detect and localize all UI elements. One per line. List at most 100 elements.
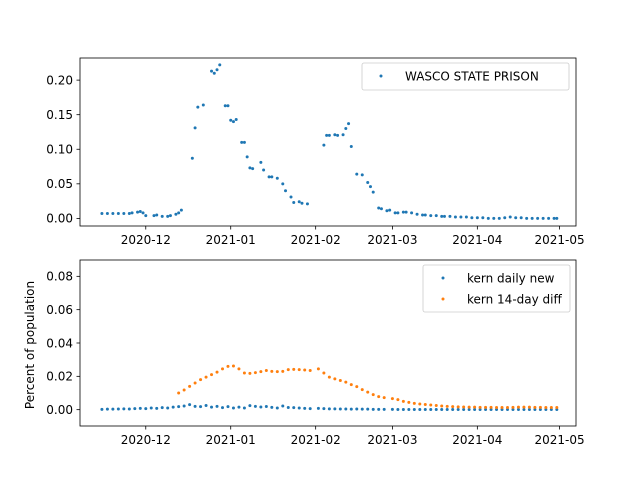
data-point [248,371,252,375]
data-point [270,369,274,373]
data-point [138,209,142,213]
legend-frame [361,62,570,91]
data-point [284,189,288,193]
data-point [344,407,348,411]
data-point [122,407,126,411]
data-point [133,407,137,411]
data-point [204,404,208,407]
data-point [453,215,457,219]
data-point [360,388,364,392]
data-point [366,180,370,184]
data-point [508,215,512,219]
y-tick-label: 0.10 [46,143,73,157]
data-point [300,201,304,205]
data-point [338,379,342,382]
data-point [264,405,268,408]
data-point [495,406,499,409]
data-point [292,200,296,204]
data-point [303,406,307,410]
data-point [489,405,493,409]
top-subplot-legend: WASCO STATE PRISON [361,62,570,91]
data-point [234,118,238,122]
y-tick-label: 0.06 [46,303,73,317]
data-point [160,406,164,410]
data-point [366,407,370,411]
data-point [478,408,482,411]
data-point [179,208,183,212]
x-tick-label: 2021-05 [534,233,584,247]
x-tick-label: 2021-01 [206,233,256,247]
data-point [270,405,274,409]
data-point [489,408,493,411]
data-point [377,395,381,399]
legend-marker-kern-14day [441,297,445,301]
data-point [333,377,337,381]
x-tick-label: 2021-04 [452,433,502,447]
data-point [349,407,353,411]
data-point [448,214,452,218]
data-point [116,407,120,411]
data-point [434,408,438,411]
data-point [547,216,551,220]
data-point [462,408,466,411]
y-tick-label: 0.20 [46,73,73,87]
data-point [418,402,422,406]
data-point [401,399,405,403]
data-point [412,408,416,411]
data-point [418,408,422,411]
data-point [388,208,392,212]
data-point [305,202,309,206]
data-point [360,173,364,177]
data-point [111,407,115,411]
data-point [407,408,411,411]
data-point [226,104,230,108]
data-point [486,216,490,220]
data-point [253,371,257,375]
data-point [344,127,348,131]
data-point [127,407,131,411]
data-point [188,403,192,407]
data-point [303,368,307,372]
data-point [177,405,181,409]
data-point [393,211,397,215]
y-tick-label: 0.00 [46,403,73,417]
x-tick-label: 2021-03 [367,433,417,447]
data-point [215,68,219,72]
data-point [522,405,526,409]
data-point [475,216,479,220]
data-point [327,133,331,137]
data-point [281,369,285,373]
data-point [538,405,542,409]
data-point [355,172,359,176]
data-point [196,105,200,109]
data-point [377,206,381,210]
data-point [464,215,468,219]
data-point [396,211,400,215]
data-point [470,216,474,220]
data-point [423,403,427,406]
data-point [462,405,466,409]
data-point [262,168,266,172]
data-point [333,133,337,137]
data-point [286,406,290,409]
data-point [177,391,181,395]
data-point [322,371,326,375]
data-point [248,404,252,408]
data-point [231,364,235,368]
data-point [522,408,526,411]
data-point [210,69,214,73]
data-point [533,408,537,411]
bottom-subplot-yticks: 0.00 0.02 0.04 0.06 0.08 [46,270,80,417]
data-point [155,213,159,217]
legend-label-wasco: WASCO STATE PRISON [405,70,539,84]
bottom-subplot-ylabel: Percent of population [23,281,37,409]
data-point [100,212,104,216]
data-point [511,405,515,409]
data-point [199,378,203,382]
data-point [327,375,331,379]
data-point [138,406,142,410]
x-tick-label: 2021-05 [534,433,584,447]
data-point [552,216,556,220]
data-point [412,401,416,405]
